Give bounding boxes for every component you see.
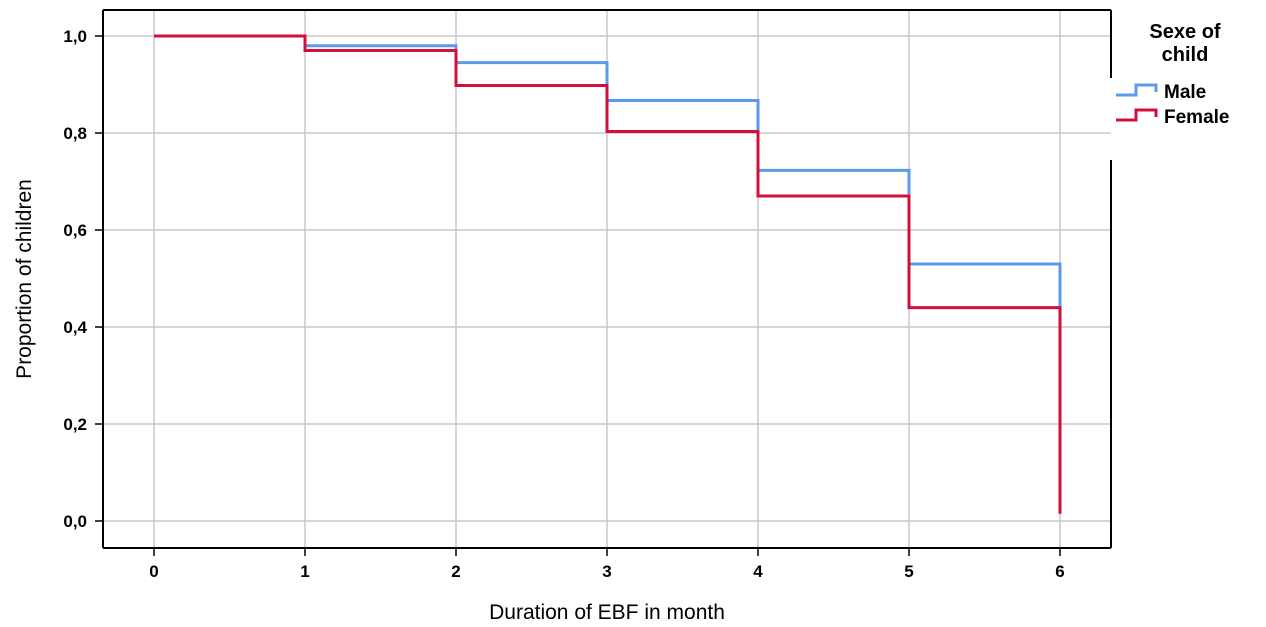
legend-swatch-female (1116, 108, 1158, 122)
y-tick-label: 0,2 (63, 415, 87, 434)
legend-items: Male Female (1116, 82, 1229, 128)
y-tick-label: 0,6 (63, 221, 87, 240)
x-tick-label: 0 (149, 562, 158, 581)
x-tick-label: 3 (602, 562, 611, 581)
legend-title-line1: Sexe of (1149, 21, 1220, 43)
x-tick-label: 2 (451, 562, 460, 581)
x-axis-title: Duration of EBF in month (489, 601, 725, 624)
y-tick-label: 0,4 (63, 318, 87, 337)
x-tick-label: 6 (1055, 562, 1064, 581)
grid (103, 10, 1111, 548)
legend-label-male: Male (1164, 82, 1206, 103)
legend-label-female: Female (1164, 107, 1229, 128)
legend: Sexe of child Male Female (1116, 21, 1229, 128)
y-tick-label: 1,0 (63, 27, 87, 46)
x-axis: 0 1 2 3 4 5 6 (149, 548, 1065, 581)
y-tick-label: 0,0 (63, 512, 87, 531)
x-tick-label: 5 (904, 562, 913, 581)
y-axis-title: Proportion of children (13, 179, 36, 379)
series-line-female (154, 34, 1062, 514)
y-axis: 0,0 0,2 0,4 0,6 0,8 1,0 (63, 27, 103, 531)
legend-swatch-male (1116, 83, 1158, 97)
legend-title-line2: child (1162, 44, 1209, 66)
x-tick-label: 1 (300, 562, 309, 581)
series-layer (154, 34, 1062, 514)
x-tick-label: 4 (753, 562, 763, 581)
y-tick-label: 0,8 (63, 124, 87, 143)
